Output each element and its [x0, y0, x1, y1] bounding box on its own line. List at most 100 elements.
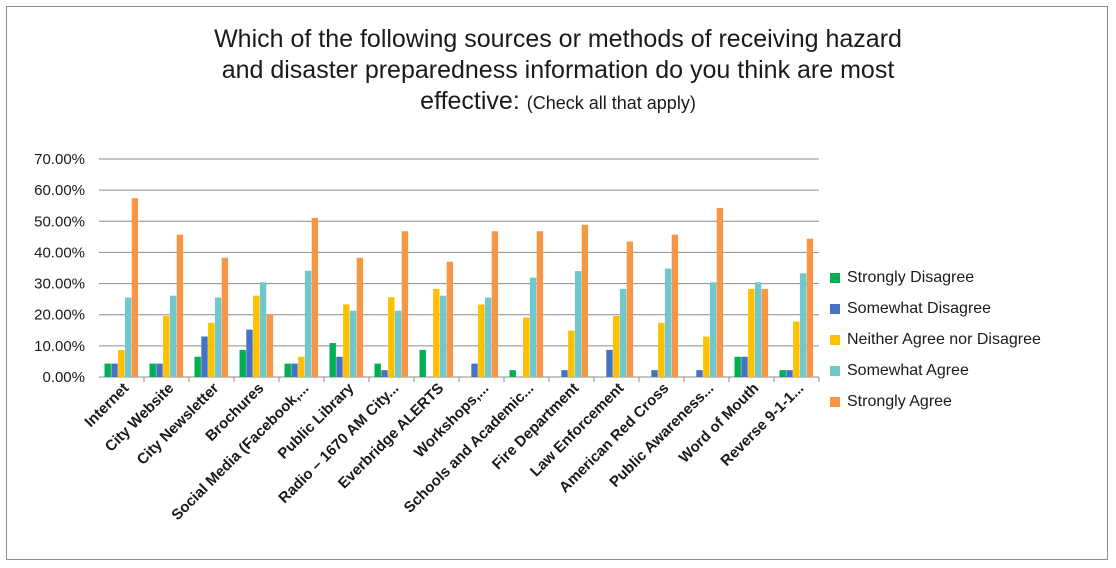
bar [613, 315, 620, 377]
title-line-1: Which of the following sources or method… [214, 25, 902, 53]
bar [786, 370, 793, 377]
legend-swatch [830, 396, 840, 407]
bar [799, 273, 807, 377]
bar [696, 370, 703, 377]
bar [156, 363, 163, 377]
title-line-2: and disaster preparedness information do… [221, 56, 895, 84]
bar [253, 295, 260, 377]
bar [208, 322, 215, 377]
bar [619, 288, 627, 377]
bar [741, 356, 748, 377]
bar [709, 282, 717, 377]
bar [536, 231, 544, 377]
chart-title: Which of the following sources or method… [0, 24, 1116, 119]
bar [779, 370, 786, 377]
bar [478, 304, 485, 377]
bar [104, 363, 111, 377]
bar [194, 356, 201, 377]
bar [336, 356, 343, 377]
bar [484, 297, 492, 377]
bar [349, 310, 357, 377]
bar [806, 238, 814, 377]
x-tick-label: Reverse 9-1-1... [717, 380, 807, 470]
y-tick-label: 70.00% [34, 151, 85, 168]
legend-label: Neither Agree nor Disagree [847, 330, 1041, 348]
legend-item: Strongly Agree [830, 386, 1041, 417]
legend-item: Somewhat Disagree [830, 293, 1041, 324]
x-tick-label: City Newsletter [134, 380, 223, 469]
bar [703, 336, 710, 377]
legend-swatch [830, 365, 840, 376]
x-tick-label: Word of Mouth [676, 380, 763, 467]
y-tick-label: 40.00% [34, 244, 85, 261]
bar [419, 349, 426, 377]
bar [401, 231, 409, 377]
bar [754, 282, 762, 377]
bar [388, 297, 395, 377]
title-line-3-main: effective: [420, 87, 520, 115]
bar [304, 270, 312, 377]
legend-swatch [830, 334, 840, 345]
bar [561, 370, 568, 377]
title-note: (Check all that apply) [526, 93, 696, 113]
bar [793, 321, 800, 377]
bar [176, 234, 184, 377]
bar [626, 241, 634, 377]
bar [381, 370, 388, 377]
y-tick-label: 0.00% [42, 369, 85, 386]
bar [658, 322, 665, 377]
bar [523, 317, 530, 377]
bar [374, 363, 381, 377]
bar [221, 257, 229, 377]
legend-label: Somewhat Disagree [847, 299, 992, 317]
bar [581, 224, 589, 377]
bar [761, 288, 769, 377]
bar [433, 288, 440, 377]
y-tick-label: 60.00% [34, 182, 85, 199]
bar [491, 231, 499, 377]
bar [529, 277, 537, 377]
bar [343, 304, 350, 377]
y-tick-label: 30.00% [34, 276, 85, 293]
bar [606, 349, 613, 377]
legend-swatch [830, 303, 840, 314]
bar [329, 343, 336, 377]
bar [651, 370, 658, 377]
bar [163, 315, 170, 377]
bar [214, 297, 222, 377]
legend-item: Strongly Disagree [830, 262, 1041, 293]
bar [716, 207, 724, 377]
bar [131, 198, 139, 377]
title-line-3: effective: (Check all that apply) [0, 86, 1116, 119]
bar [471, 363, 478, 377]
legend-item: Somewhat Agree [830, 355, 1041, 386]
y-tick-label: 50.00% [34, 213, 85, 230]
bar [291, 363, 298, 377]
bar [201, 336, 208, 377]
bar [239, 349, 246, 377]
y-tick-label: 10.00% [34, 338, 85, 355]
bar [111, 363, 118, 377]
bar [734, 356, 741, 377]
bar [356, 257, 364, 377]
bar [748, 288, 755, 377]
chart-frame [6, 6, 1108, 560]
legend-label: Strongly Agree [847, 392, 952, 410]
legend-item: Neither Agree nor Disagree [830, 324, 1041, 355]
bar [259, 282, 267, 377]
legend-label: Strongly Disagree [847, 268, 975, 286]
bar [169, 295, 177, 377]
bar [574, 271, 582, 377]
bar [298, 356, 305, 377]
legend-label: Somewhat Agree [847, 361, 969, 379]
bar [284, 363, 291, 377]
bar [149, 363, 156, 377]
bar [671, 234, 679, 377]
bar [118, 349, 125, 377]
bar [311, 217, 319, 377]
bar [509, 370, 516, 377]
bar [394, 310, 402, 377]
bar [124, 297, 132, 377]
bar [664, 268, 672, 377]
